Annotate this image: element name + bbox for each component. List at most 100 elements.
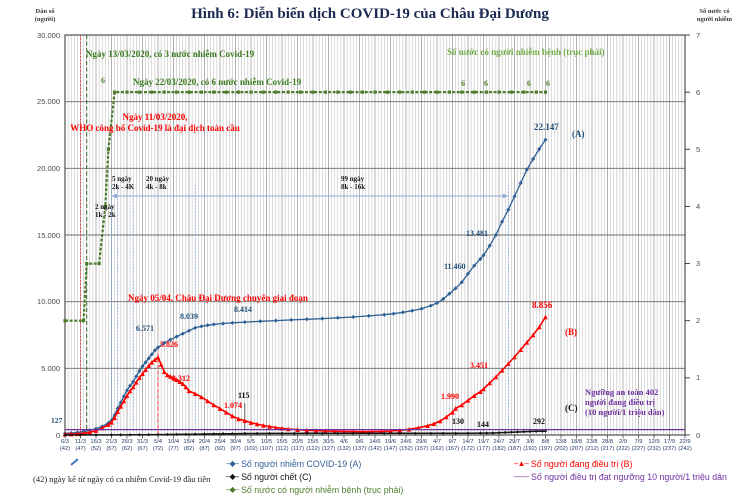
marker-B xyxy=(537,324,542,330)
marker-A xyxy=(543,137,548,142)
point-label: 8.039 xyxy=(180,312,198,321)
marker-B xyxy=(524,340,530,345)
marker-B xyxy=(152,357,158,362)
marker-A xyxy=(134,374,139,379)
x-axis-label: 3/8 (192) xyxy=(523,439,537,453)
x-axis-label: 20/5 (117) xyxy=(290,439,305,453)
marker-B xyxy=(248,420,254,425)
marker-A xyxy=(391,311,396,316)
marker-C xyxy=(128,433,132,437)
marker-B xyxy=(518,347,523,352)
right-axis-label: 4 xyxy=(696,201,701,211)
marker-C xyxy=(280,431,284,436)
marker-B xyxy=(106,422,111,427)
marker-C xyxy=(540,429,545,433)
point-label: 6.571 xyxy=(136,324,154,333)
x-axis-label: 30/4 (97) xyxy=(229,439,242,453)
x-axis-label: 19/7 (177) xyxy=(476,439,491,453)
marker-countries xyxy=(82,319,86,323)
right-axis-label: 7 xyxy=(696,30,701,40)
marker-B xyxy=(459,402,465,408)
x-axis-label: 29/6 (157) xyxy=(414,439,429,453)
marker-countries xyxy=(286,90,290,94)
marker-countries xyxy=(336,90,340,94)
x-axis-label: 30/5 (127) xyxy=(321,439,336,453)
legend-item: –◆– Số người chết (C) xyxy=(226,470,403,483)
x-axis-label: 15/4 (82) xyxy=(183,439,195,453)
marker-C xyxy=(497,431,501,435)
marker-A xyxy=(199,324,204,329)
marker-A xyxy=(351,314,356,320)
marker-C xyxy=(78,433,83,437)
x-axis-label: 25/5 (122) xyxy=(306,439,320,453)
marker-countries xyxy=(485,90,489,94)
marker-B xyxy=(130,384,136,390)
marker-B xyxy=(487,380,492,386)
annotation-milestone-8k-16k: 99 ngày 8k - 16k xyxy=(341,175,366,192)
point-label: 11.460 xyxy=(444,262,466,271)
x-axis-label: 12/9 (232) xyxy=(647,439,661,453)
marker-countries xyxy=(150,90,154,94)
marker-C xyxy=(528,429,532,434)
marker-A xyxy=(174,334,179,339)
marker-B xyxy=(273,425,279,430)
x-axis-label: 13/8 (202) xyxy=(554,439,568,453)
legend-marker-diamond-icon: –◆– xyxy=(226,459,239,468)
marker-A xyxy=(410,308,415,313)
marker-A xyxy=(366,313,371,319)
marker-C xyxy=(478,431,483,435)
marker-countries xyxy=(212,90,216,94)
marker-countries xyxy=(299,90,303,94)
x-axis-label: 19/6 (147) xyxy=(383,439,398,453)
marker-C xyxy=(336,431,340,436)
marker-C xyxy=(184,432,188,436)
milestone-arrowhead-left xyxy=(111,193,117,199)
page-title: Hình 6: Diễn biến dịch COVID-19 của Châu… xyxy=(191,6,549,22)
marker-B xyxy=(323,428,328,434)
x-axis-label: 14/6 (142) xyxy=(368,439,382,453)
marker-C xyxy=(119,433,123,437)
marker-A xyxy=(531,156,536,162)
x-axis-label: 4/6 (132) xyxy=(337,439,351,453)
x-axis-label: 17/9 (237) xyxy=(662,439,677,453)
left-axis-label: 5.000 xyxy=(41,363,60,373)
marker-countries xyxy=(323,90,327,94)
marker-countries xyxy=(311,90,315,94)
x-axis-label: 28/8 (217) xyxy=(600,439,615,453)
marker-countries xyxy=(249,90,253,94)
annotation-milestone-1k-2k: 2 ngày 1k - 2k xyxy=(95,203,116,220)
right-axis-label: 0 xyxy=(696,430,701,440)
marker-B xyxy=(161,369,167,374)
marker-A xyxy=(124,388,130,393)
point-label: (C) xyxy=(565,403,578,413)
marker-countries xyxy=(187,90,191,94)
marker-C xyxy=(202,432,207,436)
marker-countries xyxy=(106,147,110,151)
marker-countries xyxy=(85,261,89,266)
marker-B xyxy=(180,381,186,386)
marker-countries xyxy=(162,90,166,94)
x-axis-label: 10/5 (107) xyxy=(259,439,274,453)
x-axis-label: 11/3 (47) xyxy=(75,439,86,453)
marker-B xyxy=(217,406,223,411)
left-axis-label: 10.000 xyxy=(37,297,60,307)
annotation-milestone-2k-4k: 5 ngày 2k - 4K xyxy=(112,175,135,192)
marker-B xyxy=(397,428,403,433)
marker-B xyxy=(143,367,148,372)
legend-label: Số người chết (C) xyxy=(241,471,312,482)
marker-countries xyxy=(199,90,203,94)
annotation-right-axis-note: Số nước có người nhiễm bệnh (trục phải) xyxy=(447,47,605,57)
marker-B xyxy=(211,402,217,408)
right-axis-label: 6 xyxy=(696,87,701,97)
marker-C xyxy=(515,430,520,434)
marker-countries xyxy=(410,90,414,94)
marker-A xyxy=(459,280,464,285)
marker-B xyxy=(127,388,133,394)
marker-A xyxy=(205,323,210,328)
marker-countries xyxy=(237,90,241,94)
marker-B xyxy=(444,414,449,420)
x-axis-label: 6/3 (42) xyxy=(59,439,71,453)
marker-A xyxy=(428,303,433,308)
marker-B xyxy=(183,384,189,390)
marker-countries xyxy=(385,90,389,94)
